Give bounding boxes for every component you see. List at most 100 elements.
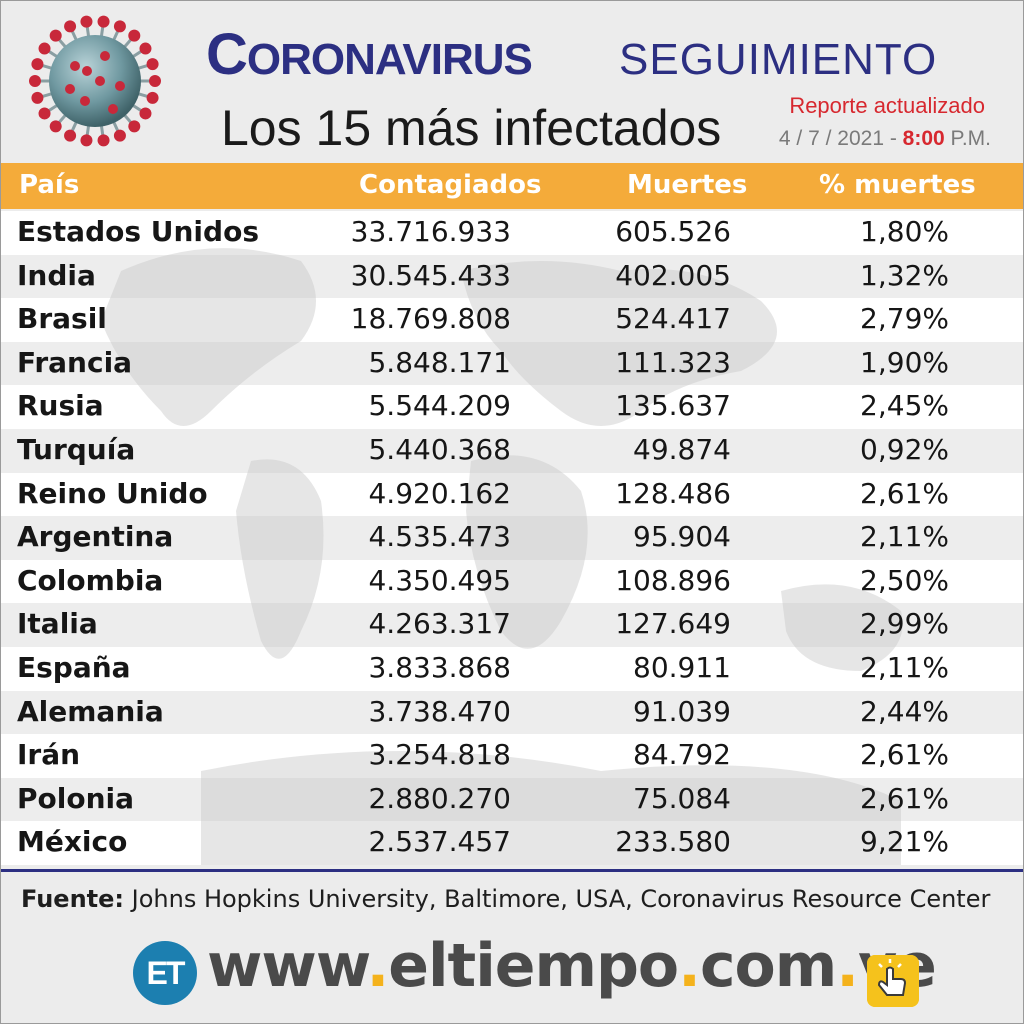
table-header: País Contagiados Muertes % muertes (1, 163, 1023, 209)
url-dot: . (836, 931, 859, 1001)
porcentaje-cell: 2,11% (860, 520, 949, 554)
table-row: Polonia 2.880.270 75.084 2,61% (1, 777, 1023, 822)
country-cell: Irán (17, 738, 81, 772)
muertes-cell: 128.486 (615, 476, 731, 510)
website-url[interactable]: www.eltiempo.com.ve (207, 931, 937, 1001)
contagiados-cell: 2.880.270 (368, 781, 511, 815)
world-map-watermark (101, 248, 903, 865)
contagiados-cell: 5.544.209 (368, 389, 511, 423)
table-row: Estados Unidos 33.716.933 605.526 1,80% (1, 211, 1023, 255)
url-dot: . (366, 931, 389, 1001)
table-row: Irán 3.254.818 84.792 2,61% (1, 734, 1023, 778)
country-cell: Alemania (17, 694, 164, 728)
country-cell: México (17, 825, 128, 859)
url-part: www (207, 931, 367, 1001)
contagiados-cell: 4.350.495 (368, 563, 511, 597)
country-cell: Argentina (17, 520, 174, 554)
porcentaje-cell: 2,99% (860, 607, 949, 641)
porcentaje-cell: 2,79% (860, 302, 949, 336)
table-row: Reino Unido 4.920.162 128.486 2,61% (1, 473, 1023, 517)
country-cell: Francia (17, 345, 133, 379)
country-cell: Colombia (17, 563, 164, 597)
contagiados-cell: 3.833.868 (368, 651, 511, 684)
click-hand-icon (867, 955, 919, 1007)
subtitle-suffix: más infectados (371, 100, 722, 156)
table-row: Argentina 4.535.473 95.904 2,11% (1, 516, 1023, 560)
muertes-cell: 84.792 (633, 738, 731, 772)
column-header-contagiados: Contagiados (359, 170, 542, 200)
porcentaje-cell: 1,32% (860, 258, 949, 292)
porcentaje-cell: 2,11% (860, 651, 949, 684)
table-row: Brasil 18.769.808 524.417 2,79% (1, 298, 1023, 342)
country-cell: Italia (17, 607, 98, 641)
footer-divider (1, 869, 1023, 872)
porcentaje-cell: 2,61% (860, 738, 949, 772)
source-line: Fuente: Johns Hopkins University, Baltim… (21, 885, 990, 913)
column-header-muertes: Muertes (627, 170, 748, 200)
column-header-pais: País (19, 170, 80, 200)
table-row: Rusia 5.544.209 135.637 2,45% (1, 385, 1023, 429)
muertes-cell: 108.896 (615, 563, 731, 597)
muertes-cell: 95.904 (633, 520, 731, 554)
table-body: Estados Unidos 33.716.933 605.526 1,80% Indi… (1, 211, 1023, 865)
muertes-cell: 127.649 (615, 607, 731, 641)
subtitle-prefix: Los (221, 100, 316, 156)
country-cell: Reino Unido (17, 476, 208, 510)
title-coronavirus: CORONAVIRUS (206, 21, 533, 88)
subtitle: Los 15 más infectados (221, 99, 721, 157)
subtitle-number: 15 (315, 100, 372, 156)
table-row: India 30.545.433 402.005 1,32% (1, 254, 1023, 299)
source-label: Fuente: (21, 885, 124, 913)
url-part: eltiempo (388, 931, 679, 1001)
porcentaje-cell: 0,92% (860, 433, 949, 466)
contagiados-cell: 5.440.368 (368, 433, 511, 466)
porcentaje-cell: 2,45% (860, 389, 949, 423)
porcentaje-cell: 9,21% (860, 825, 949, 859)
et-logo: ET (133, 941, 197, 1005)
contagiados-cell: 5.848.171 (368, 345, 511, 379)
contagiados-cell: 30.545.433 (350, 258, 511, 292)
country-cell: España (17, 651, 131, 684)
brand-footer: ET www.eltiempo.com.ve (1, 931, 1023, 1023)
country-cell: Polonia (17, 781, 135, 815)
country-cell: Brasil (17, 302, 107, 336)
contagiados-cell: 2.537.457 (368, 825, 511, 859)
muertes-cell: 402.005 (615, 258, 731, 292)
country-cell: Rusia (17, 389, 104, 423)
muertes-cell: 49.874 (633, 433, 731, 466)
report-date: 4 / 7 / 2021 - 8:00 P.M. (779, 127, 991, 151)
muertes-cell: 524.417 (615, 302, 731, 336)
muertes-cell: 75.084 (633, 781, 731, 815)
table-row: Colombia 4.350.495 108.896 2,50% (1, 560, 1023, 604)
contagiados-cell: 4.920.162 (368, 476, 511, 510)
title-seguimiento: SEGUIMIENTO (619, 35, 938, 84)
url-dot: . (678, 931, 701, 1001)
country-cell: Turquía (17, 433, 136, 466)
muertes-cell: 233.580 (615, 825, 731, 859)
porcentaje-cell: 2,50% (860, 563, 949, 597)
porcentaje-cell: 2,44% (860, 694, 949, 728)
table-row: Francia 5.848.171 111.323 1,90% (1, 341, 1023, 386)
muertes-cell: 91.039 (633, 694, 731, 728)
porcentaje-cell: 1,80% (860, 215, 949, 248)
url-part: com (699, 931, 837, 1001)
coronavirus-icon (29, 15, 161, 147)
contagiados-cell: 33.716.933 (350, 215, 511, 248)
contagiados-cell: 18.769.808 (350, 302, 511, 336)
contagiados-cell: 4.263.317 (368, 607, 511, 641)
contagiados-cell: 3.738.470 (368, 694, 511, 728)
time-suffix: P.M. (944, 127, 991, 150)
muertes-cell: 111.323 (615, 345, 731, 379)
report-label: Reporte actualizado (789, 93, 985, 118)
date-text: 4 / 7 / 2021 - (778, 127, 903, 150)
table-row: México 2.537.457 233.580 9,21% (1, 821, 1023, 865)
source-text: Johns Hopkins University, Baltimore, USA… (124, 885, 991, 913)
time-text: 8:00 (902, 127, 945, 150)
porcentaje-cell: 1,90% (860, 345, 949, 379)
title-initial: C (206, 22, 248, 87)
muertes-cell: 80.911 (633, 651, 731, 684)
porcentaje-cell: 2,61% (860, 476, 949, 510)
contagiados-cell: 3.254.818 (368, 738, 511, 772)
country-cell: India (17, 258, 96, 292)
